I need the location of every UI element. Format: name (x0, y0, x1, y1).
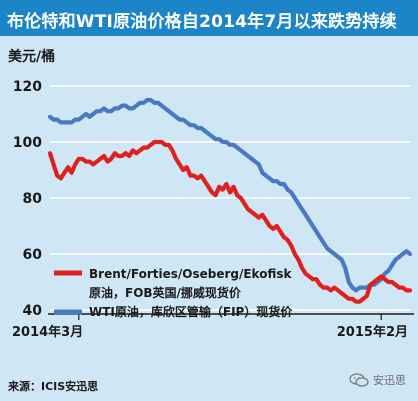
source-note: 来源：ICIS安迅思 (8, 380, 99, 393)
y-tick-label: 120 (13, 79, 42, 95)
legend-label-brent-line2: 原油，FOB英国/挪威现货价 (89, 285, 242, 300)
wechat-icon (349, 373, 369, 387)
brent-series-line (47, 139, 413, 304)
watermark: 安迅思 (349, 372, 406, 388)
title-bar: 布伦特和WTI原油价格自2014年7月以来跌势持续 (0, 0, 418, 36)
y-axis-ticks: 40 60 80 100 120 (13, 79, 42, 319)
y-tick-label: 100 (13, 135, 42, 151)
chart-title: 布伦特和WTI原油价格自2014年7月以来跌势持续 (7, 12, 397, 32)
series-lines (47, 97, 413, 304)
legend-label-brent: Brent/Forties/Oseberg/Ekofisk (89, 267, 292, 281)
x-tick-label: 2014年3月 (12, 324, 83, 340)
legend: Brent/Forties/Oseberg/Ekofisk 原油，FOB英国/挪威… (54, 267, 293, 319)
wti-series-line (47, 97, 413, 293)
y-tick-label: 60 (23, 247, 43, 263)
y-tick-label: 80 (23, 191, 43, 207)
y-axis-unit-label: 美元/桶 (8, 49, 56, 65)
gridlines (50, 85, 410, 311)
watermark-text: 安迅思 (373, 374, 406, 387)
legend-label-wti: WTI原油，库欣区管输（FIP）现货价 (89, 304, 293, 319)
x-axis: 2014年3月 2015年2月 (12, 313, 414, 340)
x-tick-label: 2015年2月 (337, 324, 408, 340)
y-tick-label: 40 (23, 303, 43, 319)
